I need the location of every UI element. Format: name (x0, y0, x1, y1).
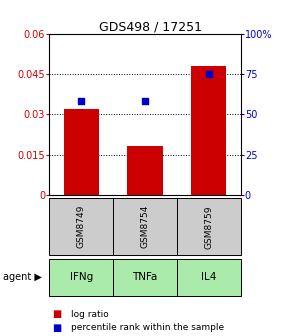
Text: IL4: IL4 (201, 272, 217, 282)
Text: ■: ■ (52, 323, 61, 333)
Text: IFNg: IFNg (70, 272, 93, 282)
Text: GSM8754: GSM8754 (140, 205, 150, 249)
Text: GSM8749: GSM8749 (77, 205, 86, 249)
Text: GDS498 / 17251: GDS498 / 17251 (99, 20, 202, 33)
Text: ■: ■ (52, 309, 61, 319)
Bar (128, 146, 162, 195)
Text: TNFa: TNFa (132, 272, 158, 282)
Text: percentile rank within the sample: percentile rank within the sample (71, 323, 224, 332)
Text: log ratio: log ratio (71, 310, 109, 319)
Point (79, 99, 84, 104)
Text: GSM8759: GSM8759 (204, 205, 213, 249)
Text: agent ▶: agent ▶ (3, 272, 42, 282)
Bar (64, 109, 99, 195)
Point (143, 99, 147, 104)
Bar (191, 66, 226, 195)
Point (206, 71, 211, 77)
